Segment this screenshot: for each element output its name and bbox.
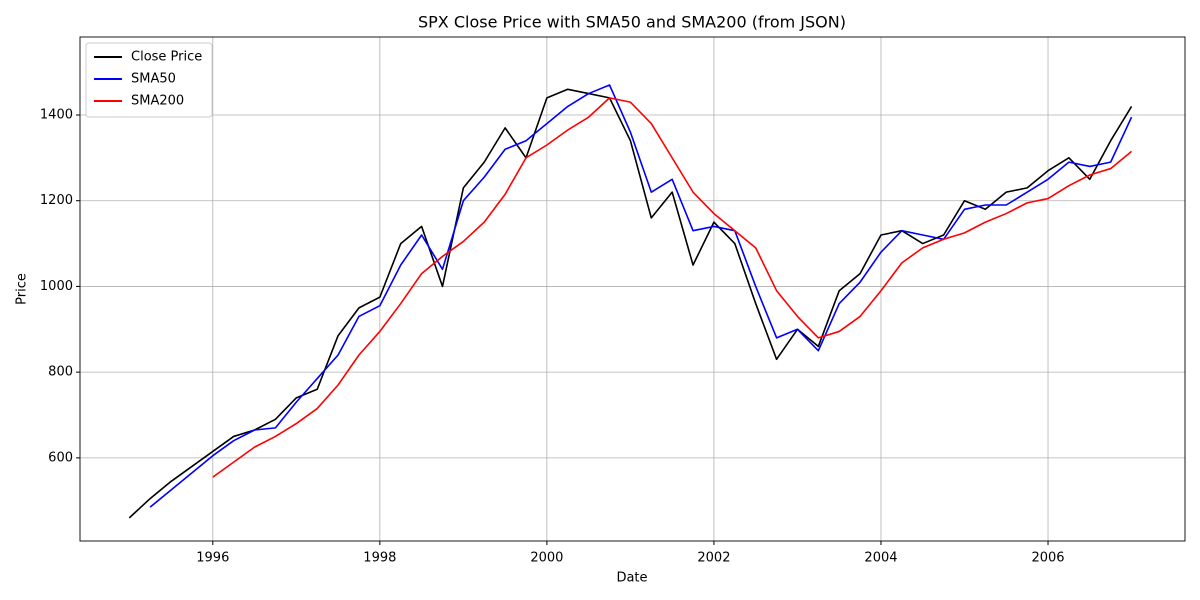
series-line: [149, 84, 1133, 508]
x-tick-label: 2004: [864, 551, 897, 566]
chart-title: SPX Close Price with SMA50 and SMA200 (f…: [418, 13, 846, 32]
y-tick-label: 1000: [40, 279, 73, 294]
series-line: [128, 88, 1133, 519]
x-tick-label: 2000: [530, 551, 563, 566]
series-line: [212, 97, 1133, 478]
plot-frame: [79, 36, 1186, 542]
legend-label: SMA200: [131, 94, 184, 109]
x-tick-label: 2006: [1031, 551, 1064, 566]
legend-label: Close Price: [131, 50, 202, 65]
x-axis-label: Date: [616, 571, 647, 586]
legend-box: [85, 42, 213, 118]
y-axis-label: Price: [15, 273, 30, 305]
x-tick-label: 2002: [697, 551, 730, 566]
y-tick-label: 800: [48, 365, 73, 380]
y-tick-label: 1200: [40, 193, 73, 208]
x-tick-label: 1998: [363, 551, 396, 566]
x-tick-label: 1996: [196, 551, 229, 566]
legend-label: SMA50: [131, 72, 176, 87]
y-tick-label: 600: [48, 450, 73, 465]
y-tick-label: 1400: [40, 108, 73, 123]
